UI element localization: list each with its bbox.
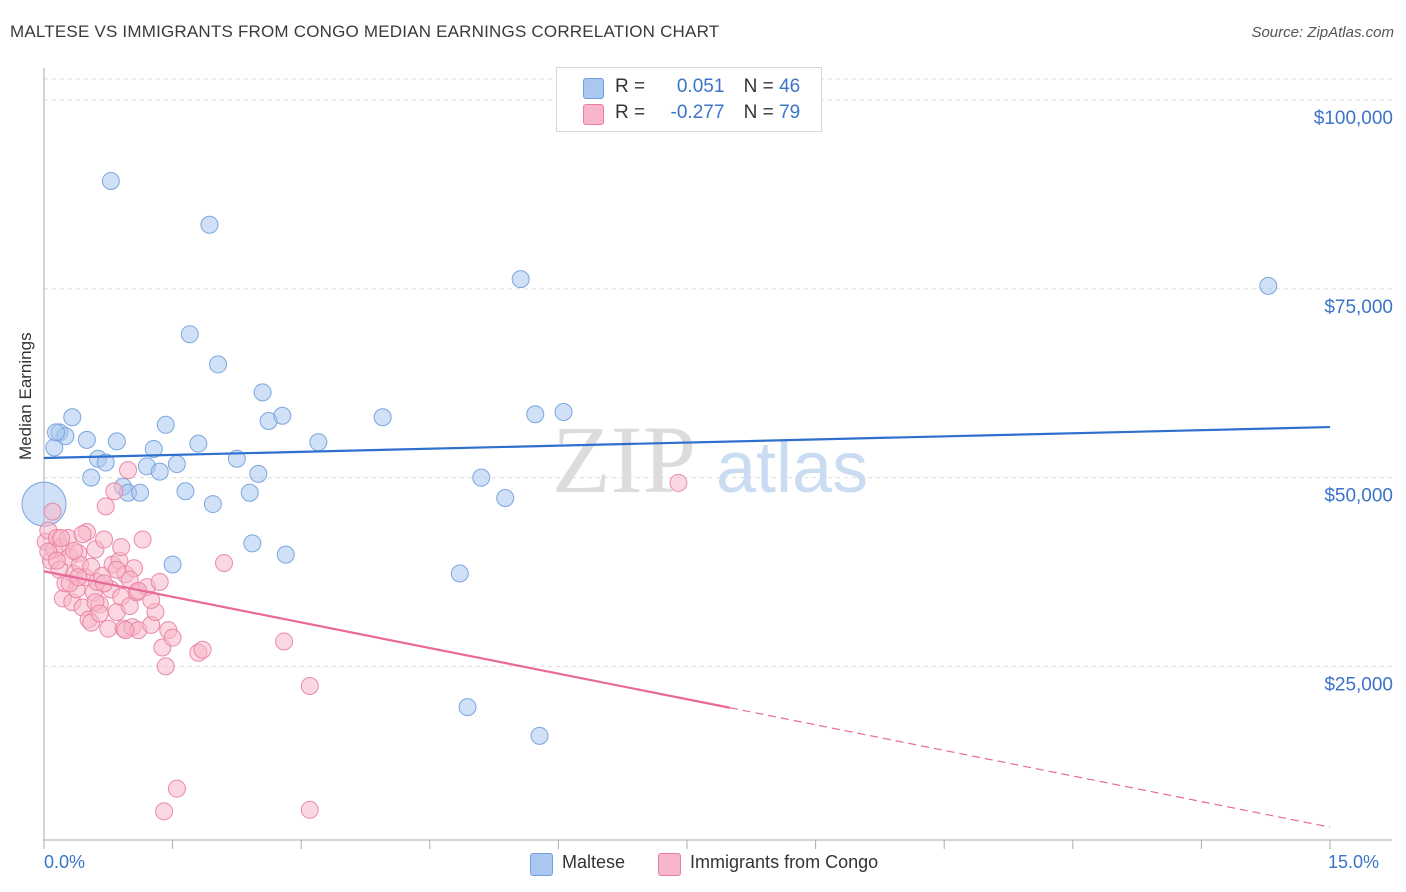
point-maltese: [554, 402, 573, 421]
point-maltese: [77, 430, 96, 449]
point-congo: [275, 632, 294, 651]
point-congo: [52, 529, 71, 548]
point-congo: [47, 551, 66, 570]
point-maltese: [309, 433, 328, 452]
point-maltese: [96, 453, 115, 472]
legend-label: Immigrants from Congo: [690, 852, 879, 872]
trend-line-congo-extension: [729, 707, 1331, 828]
point-maltese: [82, 468, 101, 487]
point-maltese: [203, 495, 222, 514]
point-maltese: [107, 432, 126, 451]
y-tick-label: $50,000: [1324, 486, 1393, 507]
point-maltese: [458, 698, 477, 717]
point-maltese: [163, 555, 182, 574]
chart-title: MALTESE VS IMMIGRANTS FROM CONGO MEDIAN …: [10, 22, 720, 41]
y-tick-label: $100,000: [1314, 108, 1393, 129]
legend-swatch-pink: [583, 104, 604, 125]
point-maltese: [1259, 276, 1278, 295]
legend-item-congo: Immigrants from Congo: [658, 852, 879, 876]
x-tick-label-max: 15.0%: [1328, 852, 1380, 872]
point-maltese: [63, 408, 82, 427]
point-maltese: [47, 423, 66, 442]
point-maltese: [180, 325, 199, 344]
point-maltese: [253, 383, 272, 402]
x-tick-label-min: 0.0%: [44, 852, 86, 872]
point-congo: [300, 800, 319, 819]
point-congo: [116, 621, 135, 640]
point-maltese: [373, 408, 392, 427]
point-maltese: [526, 405, 545, 424]
point-congo: [105, 482, 124, 501]
n-value: 46: [779, 76, 801, 97]
point-maltese: [243, 534, 262, 553]
point-congo: [112, 538, 131, 557]
series-legend: Maltese Immigrants from Congo: [530, 852, 906, 876]
point-maltese: [156, 415, 175, 434]
trend-line-maltese: [43, 425, 1331, 460]
r-label: R =: [615, 102, 646, 123]
point-congo: [155, 802, 174, 821]
source-label: Source: ZipAtlas.com: [1251, 24, 1394, 41]
point-congo: [133, 530, 152, 549]
point-congo: [107, 560, 126, 579]
point-maltese: [101, 171, 120, 190]
trend-line-congo: [43, 570, 731, 709]
point-congo: [215, 553, 234, 572]
point-congo: [167, 779, 186, 798]
r-label: R =: [615, 76, 646, 97]
point-congo: [669, 473, 688, 492]
legend-swatch-blue: [530, 853, 553, 876]
point-congo: [95, 530, 114, 549]
point-congo: [43, 502, 62, 521]
point-maltese: [472, 468, 491, 487]
point-maltese: [144, 439, 163, 458]
point-maltese: [189, 434, 208, 453]
point-congo: [142, 590, 161, 609]
legend-swatch-pink: [658, 853, 682, 876]
point-congo: [300, 677, 319, 695]
legend-swatch-blue: [583, 78, 604, 99]
point-maltese: [209, 355, 228, 374]
point-congo: [150, 572, 169, 591]
point-maltese: [240, 483, 259, 502]
point-congo: [156, 657, 175, 676]
watermark-zip: ZIP: [552, 406, 696, 513]
point-maltese: [200, 215, 219, 234]
point-congo: [96, 497, 115, 516]
point-maltese: [511, 270, 530, 289]
point-maltese: [131, 483, 150, 502]
point-maltese: [496, 489, 515, 508]
point-maltese: [176, 482, 195, 501]
axes: [43, 68, 1392, 849]
point-congo: [193, 640, 212, 659]
point-congo: [90, 604, 109, 623]
n-label: N =: [743, 76, 774, 97]
legend-item-maltese: Maltese: [530, 852, 626, 876]
point-maltese: [167, 455, 186, 474]
point-maltese: [249, 464, 268, 483]
legend-label: Maltese: [562, 852, 626, 872]
point-congo: [119, 461, 138, 480]
stats-legend: R = 0.051 N = 46 R = -0.277 N = 79: [556, 67, 822, 132]
point-maltese: [150, 462, 169, 481]
point-congo: [73, 525, 92, 544]
gridlines: [44, 78, 1392, 667]
point-maltese: [530, 726, 549, 745]
y-tick-labels: $25,000 $50,000 $75,000 $100,000: [1314, 108, 1393, 695]
y-tick-label: $75,000: [1324, 297, 1393, 318]
r-value: 0.051: [676, 76, 725, 97]
point-congo: [163, 628, 182, 647]
point-maltese: [276, 545, 295, 564]
point-maltese: [21, 481, 67, 527]
y-tick-label: $25,000: [1324, 674, 1393, 695]
point-maltese: [450, 564, 469, 583]
n-label: N =: [743, 102, 774, 123]
point-congo: [99, 619, 118, 638]
point-maltese: [273, 406, 292, 425]
r-value: -0.277: [670, 102, 725, 123]
point-congo: [65, 541, 84, 560]
trend-lines: [43, 425, 1331, 828]
n-value: 79: [779, 102, 801, 123]
